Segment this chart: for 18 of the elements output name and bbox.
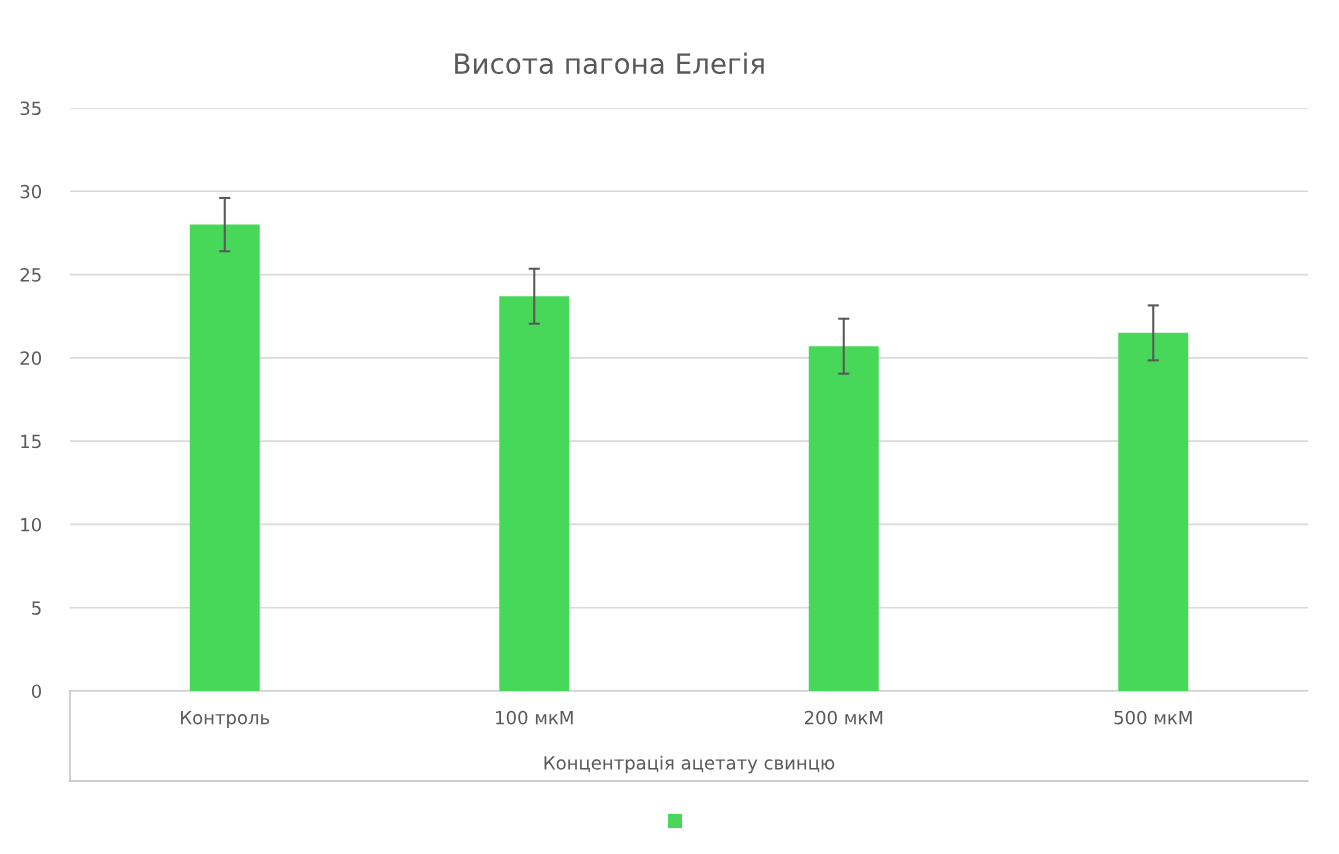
x-tick-label: 200 мкМ [804, 710, 883, 725]
y-tick-label: 35 [20, 101, 41, 116]
y-tick-label: 25 [20, 268, 41, 282]
y-tick-label: 15 [21, 434, 41, 449]
bar [189, 224, 260, 691]
bar [499, 296, 570, 691]
y-tick-label: 30 [20, 184, 42, 199]
bar [808, 346, 879, 691]
x-tick-label: 100 мкМ [496, 710, 573, 725]
y-tick-label: 0 [31, 684, 42, 699]
x-tick-label: 500 мкМ [1114, 710, 1192, 725]
y-tick-label: 5 [32, 601, 41, 615]
y-tick-label: 10 [21, 517, 42, 532]
chart-title: Висота пагона Елегія [455, 52, 764, 75]
x-tick-label: Контроль [181, 711, 270, 728]
x-axis-title: Концентрація ацетату свинцю [544, 755, 835, 774]
y-tick-label: 20 [20, 351, 42, 365]
bar [1118, 332, 1189, 691]
